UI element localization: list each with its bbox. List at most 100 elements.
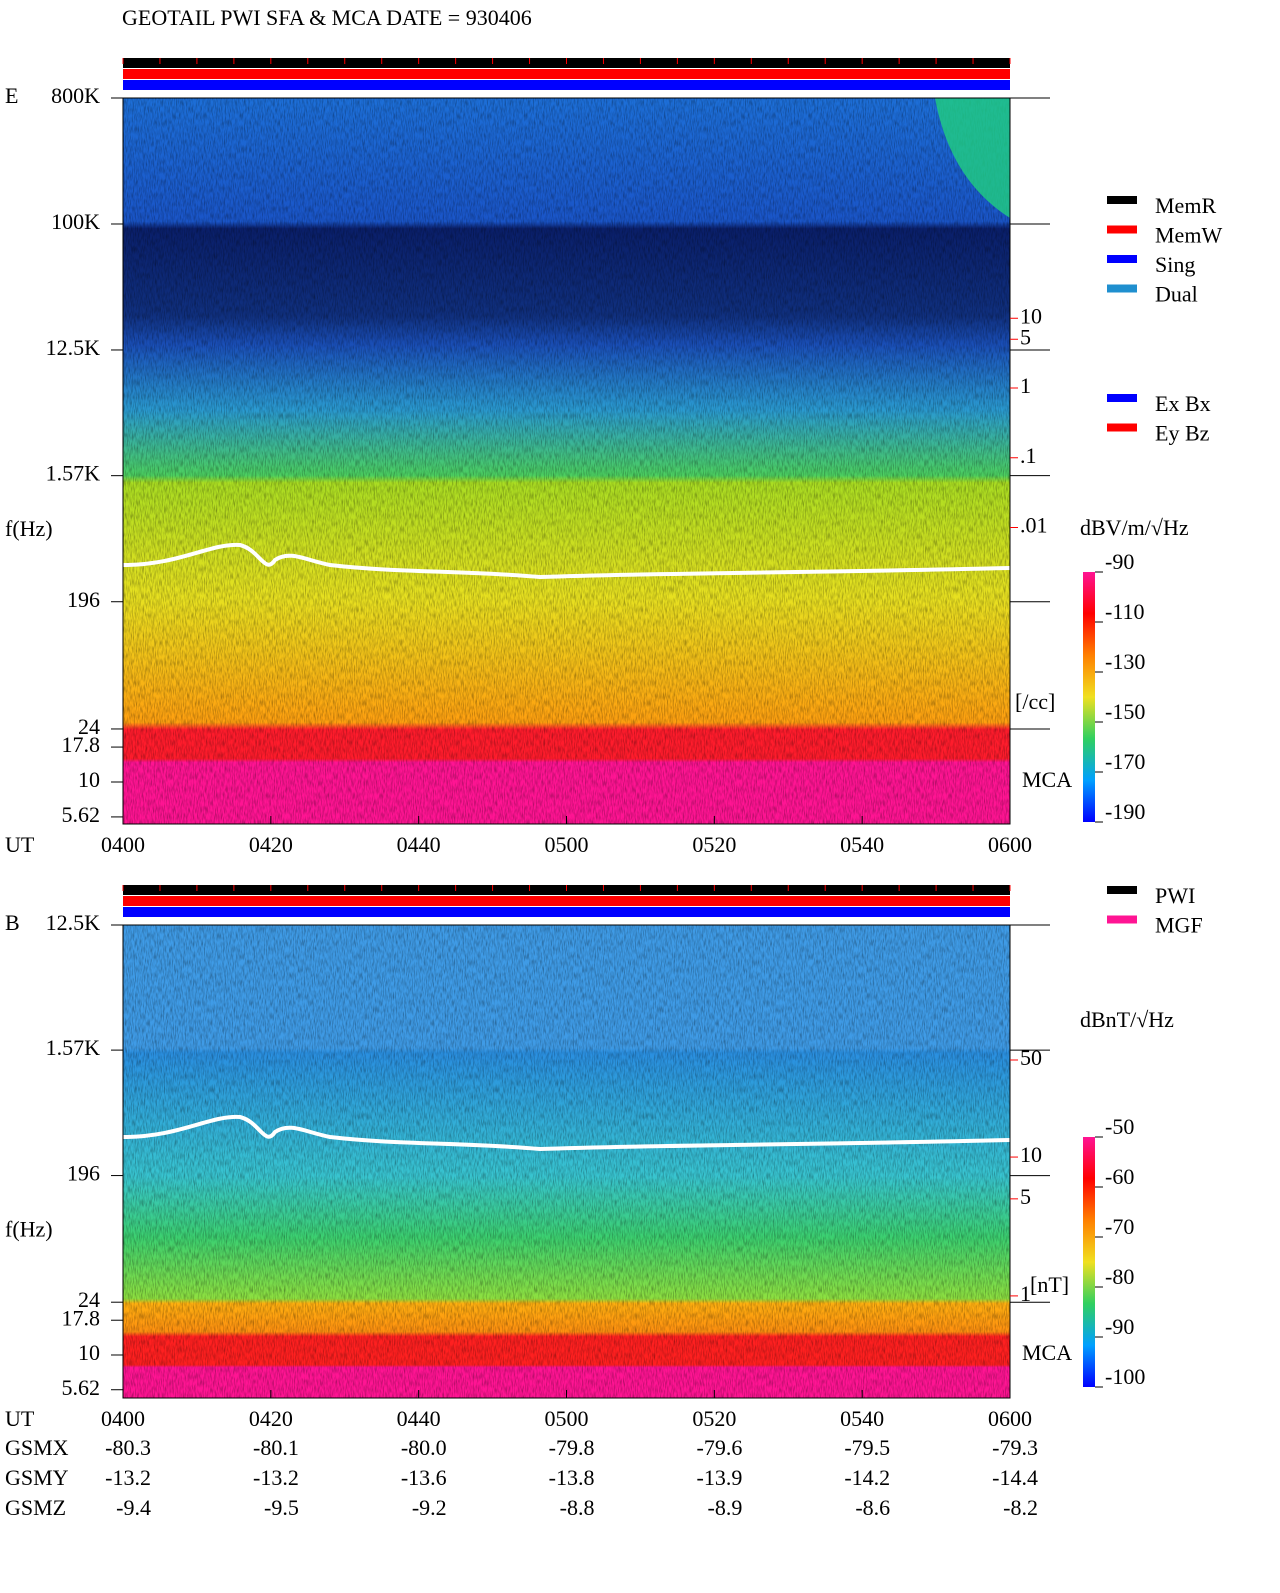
scale-label: 1 bbox=[1020, 373, 1031, 398]
colorbar bbox=[1083, 572, 1095, 822]
colorbar-tick-label: -70 bbox=[1105, 1214, 1134, 1239]
y-tick-label: 196 bbox=[67, 587, 100, 612]
scale-label: 10 bbox=[1020, 303, 1042, 328]
scale-label: 5 bbox=[1020, 324, 1031, 349]
band-label: MCA bbox=[1022, 767, 1072, 792]
status-bar bbox=[123, 907, 1010, 917]
legend-label: PWI bbox=[1155, 883, 1195, 908]
x-axis-label: UT bbox=[5, 832, 35, 857]
colorbar-tick-label: -100 bbox=[1105, 1364, 1145, 1389]
legend-label: Dual bbox=[1155, 282, 1198, 307]
spectrogram-texture bbox=[123, 925, 1010, 1398]
legend-swatch bbox=[1107, 886, 1137, 894]
scale-label: .1 bbox=[1020, 443, 1037, 468]
legend-swatch bbox=[1107, 394, 1137, 402]
legend-label: Ex Bx bbox=[1155, 391, 1211, 416]
colorbar-label: dBnT/√Hz bbox=[1080, 1007, 1174, 1032]
x-tick-label: 0440 bbox=[397, 1406, 441, 1431]
legend-swatch bbox=[1107, 423, 1137, 432]
orbit-value: -13.2 bbox=[253, 1465, 299, 1490]
scale-label: .01 bbox=[1020, 513, 1048, 538]
legend-label: Sing bbox=[1155, 252, 1195, 277]
colorbar-tick-label: -50 bbox=[1105, 1114, 1134, 1139]
y-axis-label: f(Hz) bbox=[5, 1217, 53, 1242]
orbit-value: -8.9 bbox=[708, 1495, 743, 1520]
legend-swatch bbox=[1107, 196, 1137, 204]
orbit-label: GSMY bbox=[5, 1465, 69, 1490]
scale-label: 50 bbox=[1020, 1045, 1042, 1070]
colorbar-tick-label: -190 bbox=[1105, 799, 1145, 824]
orbit-value: -14.4 bbox=[992, 1465, 1038, 1490]
orbit-value: -8.2 bbox=[1003, 1495, 1038, 1520]
legend-label: Ey Bz bbox=[1155, 421, 1210, 446]
status-bar bbox=[123, 69, 1010, 79]
legend-label: MGF bbox=[1155, 913, 1203, 938]
y-tick-label: 5.62 bbox=[62, 802, 101, 827]
x-tick-label: 0540 bbox=[840, 1406, 884, 1431]
y-tick-label: 800K bbox=[51, 83, 100, 108]
orbit-value: -14.2 bbox=[844, 1465, 890, 1490]
scale-label: 1 bbox=[1020, 1281, 1031, 1306]
spectrogram-texture bbox=[123, 98, 1010, 824]
scale-unit: [/cc] bbox=[1015, 689, 1055, 714]
figure-title: GEOTAIL PWI SFA & MCA DATE = 930406 bbox=[122, 5, 532, 30]
orbit-value: -13.6 bbox=[401, 1465, 447, 1490]
colorbar-tick-label: -60 bbox=[1105, 1164, 1134, 1189]
orbit-value: -80.3 bbox=[105, 1435, 151, 1460]
panels: Ef(Hz)MCA800K100K12.5K1.57K1962417.8105.… bbox=[5, 58, 1222, 1520]
x-tick-label: 0400 bbox=[101, 832, 145, 857]
orbit-value: -79.6 bbox=[697, 1435, 743, 1460]
orbit-value: -9.5 bbox=[264, 1495, 299, 1520]
y-tick-label: 24 bbox=[78, 714, 100, 739]
legend-label: MemW bbox=[1155, 223, 1222, 248]
y-tick-label: 17.8 bbox=[62, 732, 101, 757]
y-tick-label: 100K bbox=[51, 209, 100, 234]
orbit-value: -80.0 bbox=[401, 1435, 447, 1460]
x-tick-label: 0440 bbox=[397, 832, 441, 857]
x-tick-label: 0540 bbox=[840, 832, 884, 857]
x-tick-label: 0600 bbox=[988, 832, 1032, 857]
y-tick-label: 1.57K bbox=[46, 1035, 101, 1060]
orbit-value: -9.2 bbox=[412, 1495, 447, 1520]
orbit-value: -80.1 bbox=[253, 1435, 299, 1460]
orbit-value: -13.8 bbox=[549, 1465, 595, 1490]
scale-unit: [nT] bbox=[1030, 1272, 1069, 1297]
y-tick-label: 10 bbox=[78, 767, 100, 792]
x-tick-label: 0420 bbox=[249, 832, 293, 857]
x-axis-label: UT bbox=[5, 1406, 35, 1431]
legend-swatch bbox=[1107, 915, 1137, 924]
colorbar-tick-label: -90 bbox=[1105, 1314, 1134, 1339]
orbit-value: -13.9 bbox=[697, 1465, 743, 1490]
colorbar-tick-label: -80 bbox=[1105, 1264, 1134, 1289]
legend-label: MemR bbox=[1155, 193, 1216, 218]
colorbar-tick-label: -170 bbox=[1105, 749, 1145, 774]
panel-label: B bbox=[5, 910, 20, 935]
orbit-value: -8.6 bbox=[855, 1495, 890, 1520]
x-tick-label: 0500 bbox=[545, 1406, 589, 1431]
x-tick-label: 0420 bbox=[249, 1406, 293, 1431]
colorbar-tick-label: -130 bbox=[1105, 649, 1145, 674]
colorbar bbox=[1083, 1137, 1095, 1387]
colorbar-tick-label: -90 bbox=[1105, 549, 1134, 574]
y-tick-label: 17.8 bbox=[62, 1305, 101, 1330]
panel-label: E bbox=[5, 83, 18, 108]
plasma-line bbox=[122, 1114, 1011, 1152]
legend-swatch bbox=[1107, 225, 1137, 234]
scale-label: 5 bbox=[1020, 1184, 1031, 1209]
legend-swatch bbox=[1107, 284, 1137, 293]
orbit-value: -79.3 bbox=[992, 1435, 1038, 1460]
band-label: MCA bbox=[1022, 1340, 1072, 1365]
y-tick-label: 1.57K bbox=[46, 461, 101, 486]
scale-label: 10 bbox=[1020, 1142, 1042, 1167]
x-tick-label: 0600 bbox=[988, 1406, 1032, 1431]
y-tick-label: 24 bbox=[78, 1287, 100, 1312]
y-tick-label: 5.62 bbox=[62, 1375, 101, 1400]
orbit-label: GSMZ bbox=[5, 1495, 66, 1520]
x-tick-label: 0500 bbox=[545, 832, 589, 857]
y-axis-label: f(Hz) bbox=[5, 516, 53, 541]
y-tick-label: 12.5K bbox=[46, 335, 101, 360]
status-bar bbox=[123, 896, 1010, 906]
orbit-label: GSMX bbox=[5, 1435, 69, 1460]
orbit-value: -9.4 bbox=[116, 1495, 151, 1520]
